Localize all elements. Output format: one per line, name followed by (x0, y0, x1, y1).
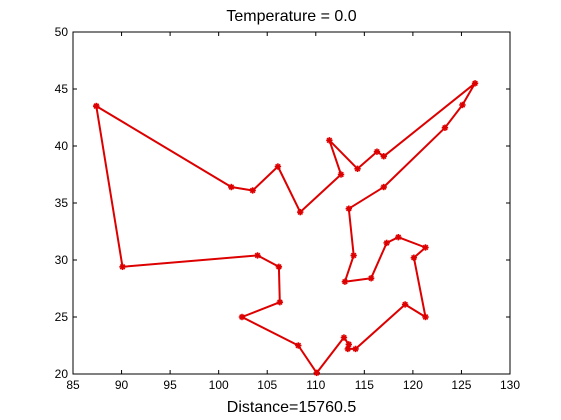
city-marker (422, 244, 429, 251)
city-marker (410, 254, 418, 261)
city-marker (441, 124, 449, 131)
y-tick-label: 50 (55, 25, 69, 39)
city-marker (341, 278, 349, 285)
city-marker (350, 252, 357, 259)
x-tick-label: 85 (66, 378, 80, 392)
route-series (93, 80, 479, 377)
y-tick-label: 30 (55, 253, 69, 267)
city-marker (380, 153, 387, 160)
y-tick-label: 35 (55, 196, 69, 210)
x-axis-label: Distance=15760.5 (227, 399, 357, 416)
axes-box (72, 31, 511, 375)
city-marker (367, 275, 375, 282)
city-marker (228, 183, 235, 191)
x-tick-label: 115 (355, 378, 374, 392)
y-tick-label: 25 (55, 310, 69, 324)
city-marker (345, 341, 352, 348)
x-tick-label: 130 (500, 378, 520, 392)
city-marker (313, 369, 320, 377)
city-marker (276, 298, 284, 306)
city-marker (373, 148, 381, 155)
city-marker (352, 345, 359, 353)
city-marker (297, 208, 304, 216)
city-marker (249, 187, 256, 194)
x-tick-label: 100 (209, 378, 229, 392)
city-marker (326, 137, 333, 144)
city-marker (295, 342, 302, 349)
y-axis-ticks: 20 25 30 35 40 45 50 (55, 25, 510, 381)
city-marker (395, 234, 402, 241)
y-tick-label: 45 (55, 82, 69, 96)
city-marker (340, 334, 348, 341)
city-marker (383, 239, 390, 247)
y-tick-label: 20 (55, 367, 69, 381)
x-tick-label: 90 (115, 378, 129, 392)
city-marker (119, 263, 126, 271)
city-marker (344, 345, 352, 353)
x-tick-label: 110 (306, 378, 325, 392)
city-marker (254, 252, 261, 259)
city-marker (471, 80, 479, 87)
city-marker (238, 313, 246, 321)
x-axis-ticks: 85 90 95 100 105 110 115 120 125 130 (66, 32, 520, 392)
route-line (95, 82, 476, 374)
city-marker (422, 313, 429, 321)
city-marker (274, 163, 282, 170)
city-marker (345, 205, 352, 212)
chart-title: Temperature = 0.0 (226, 8, 356, 25)
city-marker (401, 301, 409, 308)
x-tick-label: 95 (163, 378, 177, 392)
x-tick-label: 105 (257, 378, 277, 392)
x-tick-label: 125 (451, 378, 471, 392)
city-marker (354, 165, 361, 172)
y-tick-label: 40 (55, 139, 69, 153)
city-marker (459, 101, 466, 109)
city-marker (93, 102, 100, 110)
city-marker (275, 263, 283, 271)
city-marker (337, 171, 345, 178)
x-tick-label: 120 (403, 378, 423, 392)
city-marker (380, 183, 387, 191)
